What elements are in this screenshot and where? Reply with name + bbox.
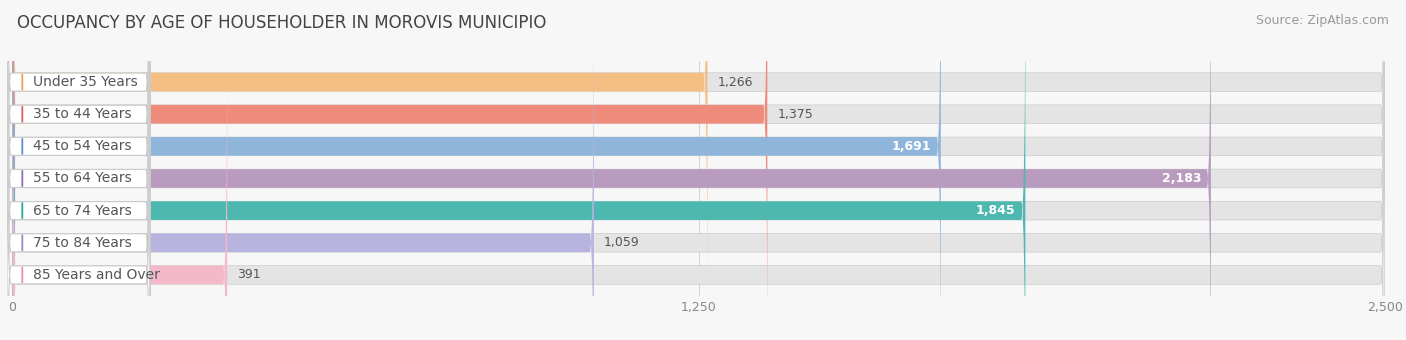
FancyBboxPatch shape: [13, 0, 707, 330]
FancyBboxPatch shape: [13, 0, 941, 340]
FancyBboxPatch shape: [13, 0, 1211, 340]
Text: 75 to 84 Years: 75 to 84 Years: [34, 236, 132, 250]
FancyBboxPatch shape: [13, 27, 1385, 340]
FancyBboxPatch shape: [7, 27, 150, 340]
FancyBboxPatch shape: [13, 0, 1385, 340]
FancyBboxPatch shape: [7, 0, 150, 340]
Text: 1,845: 1,845: [976, 204, 1015, 217]
FancyBboxPatch shape: [7, 0, 150, 340]
Text: 1,266: 1,266: [717, 75, 752, 89]
Text: OCCUPANCY BY AGE OF HOUSEHOLDER IN MOROVIS MUNICIPIO: OCCUPANCY BY AGE OF HOUSEHOLDER IN MOROV…: [17, 14, 547, 32]
FancyBboxPatch shape: [7, 0, 150, 298]
FancyBboxPatch shape: [13, 0, 768, 340]
FancyBboxPatch shape: [13, 27, 228, 340]
FancyBboxPatch shape: [13, 0, 1025, 340]
Text: 1,691: 1,691: [891, 140, 931, 153]
Text: 65 to 74 Years: 65 to 74 Years: [34, 204, 132, 218]
Text: 35 to 44 Years: 35 to 44 Years: [34, 107, 132, 121]
Text: 1,059: 1,059: [603, 236, 640, 249]
FancyBboxPatch shape: [13, 0, 1385, 340]
Text: 55 to 64 Years: 55 to 64 Years: [34, 171, 132, 186]
FancyBboxPatch shape: [7, 59, 150, 340]
FancyBboxPatch shape: [7, 0, 150, 340]
Text: 45 to 54 Years: 45 to 54 Years: [34, 139, 132, 153]
Text: 2,183: 2,183: [1161, 172, 1201, 185]
FancyBboxPatch shape: [13, 0, 1385, 340]
Text: 85 Years and Over: 85 Years and Over: [34, 268, 160, 282]
FancyBboxPatch shape: [13, 0, 1385, 340]
FancyBboxPatch shape: [13, 0, 1385, 340]
Text: 391: 391: [238, 268, 260, 282]
FancyBboxPatch shape: [13, 0, 1385, 330]
Text: Under 35 Years: Under 35 Years: [34, 75, 138, 89]
Text: 1,375: 1,375: [778, 108, 813, 121]
FancyBboxPatch shape: [13, 0, 593, 340]
Text: Source: ZipAtlas.com: Source: ZipAtlas.com: [1256, 14, 1389, 27]
FancyBboxPatch shape: [7, 0, 150, 330]
